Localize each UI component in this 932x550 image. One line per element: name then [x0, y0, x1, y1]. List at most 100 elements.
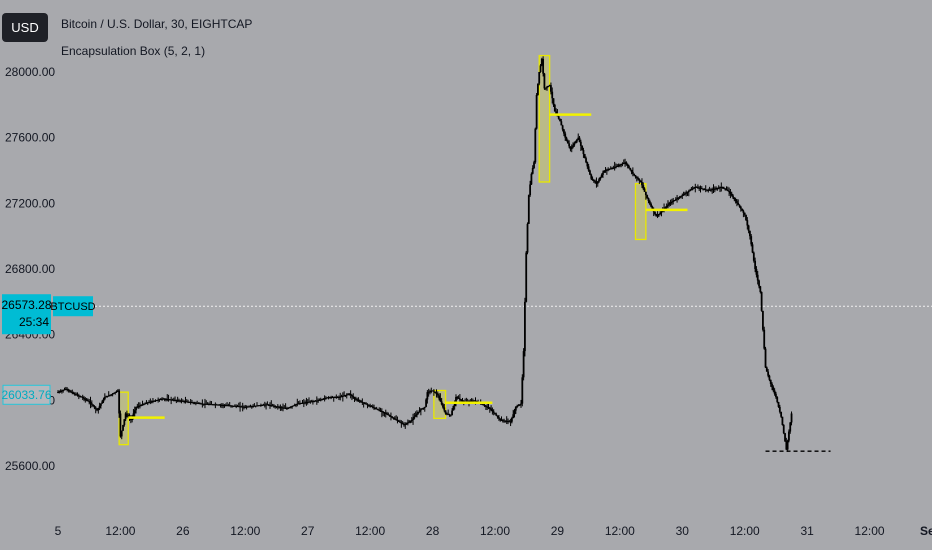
candle-body — [401, 423, 404, 425]
candle-body — [488, 407, 491, 409]
candle-body — [786, 440, 789, 450]
candle-body — [185, 401, 188, 403]
candle-body — [737, 202, 740, 205]
candle-body — [292, 405, 295, 407]
candle-body — [711, 189, 714, 191]
candle-body — [189, 401, 192, 403]
y-tick-label: 25600.00 — [5, 459, 55, 473]
candle-body — [460, 399, 463, 401]
candle-body — [578, 137, 581, 142]
candle-body — [439, 398, 442, 402]
candle-body — [680, 195, 682, 197]
candle-body — [529, 184, 532, 196]
candle-body — [89, 401, 92, 404]
candle-body — [135, 406, 137, 411]
candle-body — [607, 169, 610, 171]
candle-body — [377, 409, 379, 411]
currency-button[interactable]: USD — [2, 13, 48, 42]
candle-body — [351, 394, 353, 397]
candle-body — [380, 411, 383, 413]
candle-body — [74, 393, 76, 395]
candle-body — [179, 400, 182, 402]
candle-body — [331, 397, 334, 399]
candle-body — [62, 389, 65, 391]
candle-body — [299, 403, 301, 405]
candle-body — [448, 414, 451, 416]
candle-body — [694, 186, 697, 188]
candle-body — [193, 402, 196, 404]
candle-body — [318, 399, 321, 401]
candle-body — [569, 146, 572, 150]
candle-body — [274, 405, 277, 407]
candle-body — [726, 190, 729, 192]
candle-body — [152, 400, 154, 402]
candle-body — [608, 168, 611, 170]
candle-body — [289, 406, 292, 408]
candle-body — [68, 390, 71, 392]
candle-body — [436, 394, 439, 396]
candle-body — [196, 402, 199, 404]
last-price-label[interactable]: 26573.28 25:34 — [1, 294, 52, 335]
candle-body — [240, 406, 243, 408]
candle-body — [149, 401, 152, 403]
candle-body — [120, 430, 123, 437]
candle-body — [67, 389, 70, 391]
candle-body — [144, 403, 147, 405]
candle-body — [429, 391, 431, 393]
candle-body — [64, 388, 67, 390]
candle-body — [513, 410, 516, 415]
candle-body — [133, 410, 136, 414]
candle-body — [410, 420, 413, 422]
candle-body — [725, 189, 728, 191]
candle-body — [183, 401, 186, 403]
candle-body — [431, 390, 434, 392]
candle-body — [574, 141, 577, 144]
candle-body — [393, 418, 396, 420]
candle-body — [358, 400, 361, 402]
candle-body — [76, 394, 79, 396]
candle-body — [373, 407, 375, 409]
candle-body — [445, 413, 448, 415]
candle-body — [505, 420, 508, 422]
candle-body — [492, 411, 495, 413]
candle-body — [612, 167, 615, 169]
candle-body — [577, 137, 580, 140]
candle-body — [174, 399, 176, 401]
candle-body — [752, 252, 755, 261]
candle-body — [344, 394, 347, 396]
candle-body — [426, 392, 429, 400]
candle-body — [582, 149, 585, 155]
candle-body — [639, 180, 642, 182]
candle-body — [261, 404, 264, 406]
symbol-label-bg — [53, 296, 93, 317]
candle-body — [600, 174, 603, 178]
symbol-label[interactable]: BTCUSD — [50, 296, 96, 317]
candle-body — [127, 415, 130, 417]
candle-body — [57, 392, 59, 394]
candle-body — [651, 206, 654, 210]
candle-body — [421, 408, 424, 410]
candle-body — [657, 214, 660, 216]
candle-body — [278, 406, 281, 408]
y-tick-label: 28000.00 — [5, 65, 55, 79]
candle-body — [85, 399, 88, 401]
indicator-title[interactable]: Encapsulation Box (5, 2, 1) — [61, 44, 206, 58]
x-tick-label: 12:00 — [355, 524, 385, 538]
candle-body — [552, 98, 555, 105]
candle-body — [672, 200, 675, 202]
symbol-title[interactable]: Bitcoin / U.S. Dollar, 30, EIGHTCAP — [61, 17, 253, 31]
candle-body — [771, 383, 773, 388]
candle-body — [559, 118, 561, 122]
candle-body — [364, 403, 366, 405]
open-price-label[interactable]: 26033.76 — [1, 384, 52, 405]
x-tick-label: 31 — [800, 524, 814, 538]
candle-body — [224, 405, 227, 407]
candle-body — [720, 186, 723, 188]
candle-body — [300, 403, 303, 405]
candle-body — [721, 186, 724, 188]
candle-body — [106, 395, 109, 397]
candle-body — [214, 404, 217, 406]
candle-body — [511, 417, 513, 422]
candle-body — [330, 397, 333, 399]
